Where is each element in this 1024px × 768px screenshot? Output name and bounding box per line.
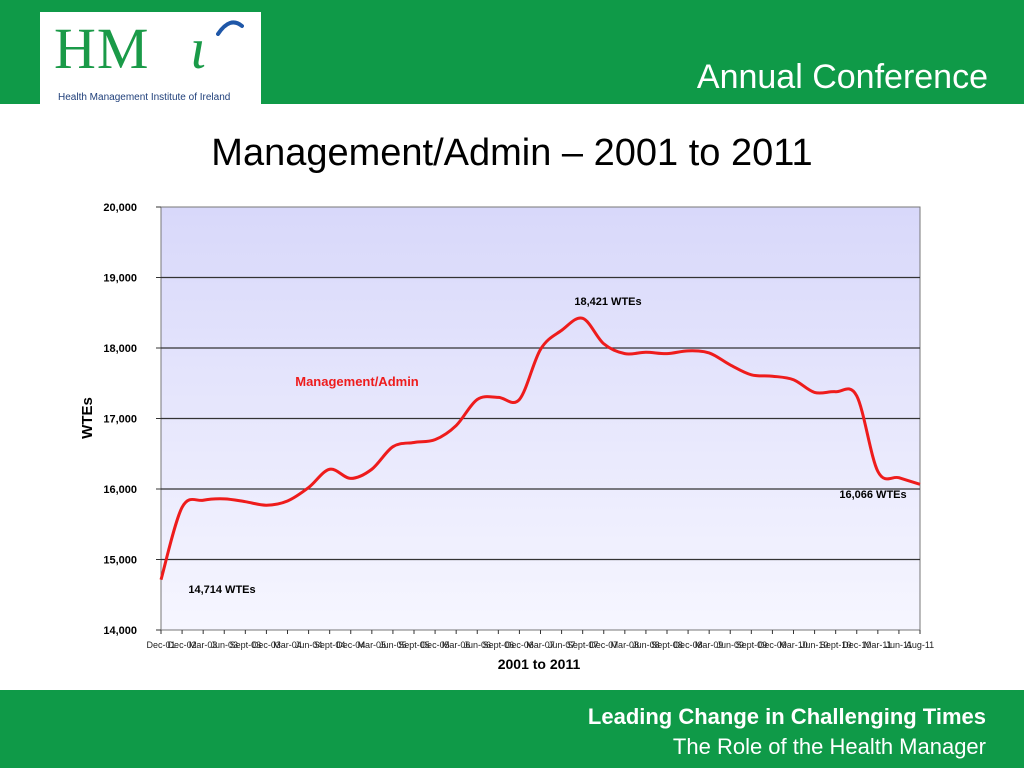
slide-title: Management/Admin – 2001 to 2011 xyxy=(211,132,813,174)
x-tick-label: Jun-10 xyxy=(801,640,829,650)
x-tick-label: Dec-04 xyxy=(336,640,365,650)
footer-tagline: Leading Change in Challenging Times xyxy=(587,704,986,729)
y-tick-label: 18,000 xyxy=(103,343,137,355)
logo-text: HM xyxy=(54,16,150,81)
x-tick-label: Mar-07 xyxy=(526,640,555,650)
x-tick-label: Sept-06 xyxy=(483,640,515,650)
line-chart: 14,000 15,000 16,000 17,000 18,000 19,000 20,0… xyxy=(79,202,934,672)
y-tick-label: 17,000 xyxy=(103,414,137,426)
x-tick-label: Jun-06 xyxy=(463,640,491,650)
annotation-peak: 18,421 WTEs xyxy=(574,296,641,308)
x-tick-label: Sept-08 xyxy=(651,640,683,650)
x-axis-label: 2001 to 2011 xyxy=(498,656,581,672)
footer-band xyxy=(0,690,1024,768)
x-tick-label: Jun-04 xyxy=(295,640,323,650)
x-tick-label: Sept-09 xyxy=(736,640,768,650)
footer-subtagline: The Role of the Health Manager xyxy=(672,734,986,759)
y-tick-label: 19,000 xyxy=(103,273,137,285)
y-tick-label: 16,000 xyxy=(103,484,137,496)
x-tick-label: Dec-01 xyxy=(146,640,175,650)
logo-swoosh-icon xyxy=(216,20,244,36)
x-tick-label: Jun-03 xyxy=(210,640,238,650)
x-tick-label: Sept-04 xyxy=(314,640,346,650)
logo: HM ι Health Management Institute of Irel… xyxy=(40,12,261,104)
x-tick-label: Mar-06 xyxy=(442,640,471,650)
x-tick-label: Mar-10 xyxy=(779,640,808,650)
logo-subtitle: Health Management Institute of Ireland xyxy=(58,92,231,103)
x-tick-label: Dec-07 xyxy=(589,640,618,650)
series-label: Management/Admin xyxy=(295,374,419,389)
x-tick-label: Mar-04 xyxy=(273,640,302,650)
x-tick-label: Dec-06 xyxy=(505,640,534,650)
logo-i-glyph: ι xyxy=(190,16,207,81)
x-tick-label: Dec-03 xyxy=(252,640,281,650)
x-tick-label: Sept-07 xyxy=(567,640,599,650)
x-tick-label: Mar-11 xyxy=(864,640,892,650)
y-tick-label: 15,000 xyxy=(103,555,137,567)
annotation-start: 14,714 WTEs xyxy=(188,584,255,596)
annotation-end: 16,066 WTEs xyxy=(839,489,906,501)
x-tick-label: Aug-11 xyxy=(906,640,934,650)
x-tick-label: Dec-05 xyxy=(421,640,450,650)
x-tick-label: Jun-08 xyxy=(632,640,660,650)
x-tick-label: Dec-08 xyxy=(674,640,703,650)
x-tick-label: Sept-10 xyxy=(820,640,852,650)
x-tick-label: Mar-03 xyxy=(189,640,218,650)
x-tick-label: Sept-03 xyxy=(230,640,262,650)
x-tick-label: Dec-02 xyxy=(168,640,197,650)
x-tick-label: Mar-05 xyxy=(358,640,387,650)
conference-title: Annual Conference xyxy=(696,58,988,96)
series-line-management-admin xyxy=(159,316,921,581)
x-tick-label: Jun-05 xyxy=(379,640,407,650)
y-axis-label: WTEs xyxy=(79,397,96,439)
y-tick-label: 20,000 xyxy=(103,202,137,214)
x-tick-label: Jun-11 xyxy=(885,640,912,650)
x-tick-label: Jun-09 xyxy=(716,640,744,650)
x-tick-label: Jun-07 xyxy=(548,640,576,650)
x-tick-labels: Dec-01Dec-02Mar-03Jun-03Sept-03Dec-03Mar… xyxy=(146,630,934,650)
x-tick-label: Mar-08 xyxy=(611,640,640,650)
y-tick-label: 14,000 xyxy=(103,625,137,637)
x-tick-label: Dec-09 xyxy=(758,640,787,650)
x-tick-label: Sept-05 xyxy=(398,640,430,650)
x-tick-label: Mar-09 xyxy=(695,640,724,650)
y-tick-labels: 14,000 15,000 16,000 17,000 18,000 19,000 20,0… xyxy=(103,202,161,637)
x-tick-label: Dec-10 xyxy=(842,640,871,650)
gridlines xyxy=(161,276,920,561)
